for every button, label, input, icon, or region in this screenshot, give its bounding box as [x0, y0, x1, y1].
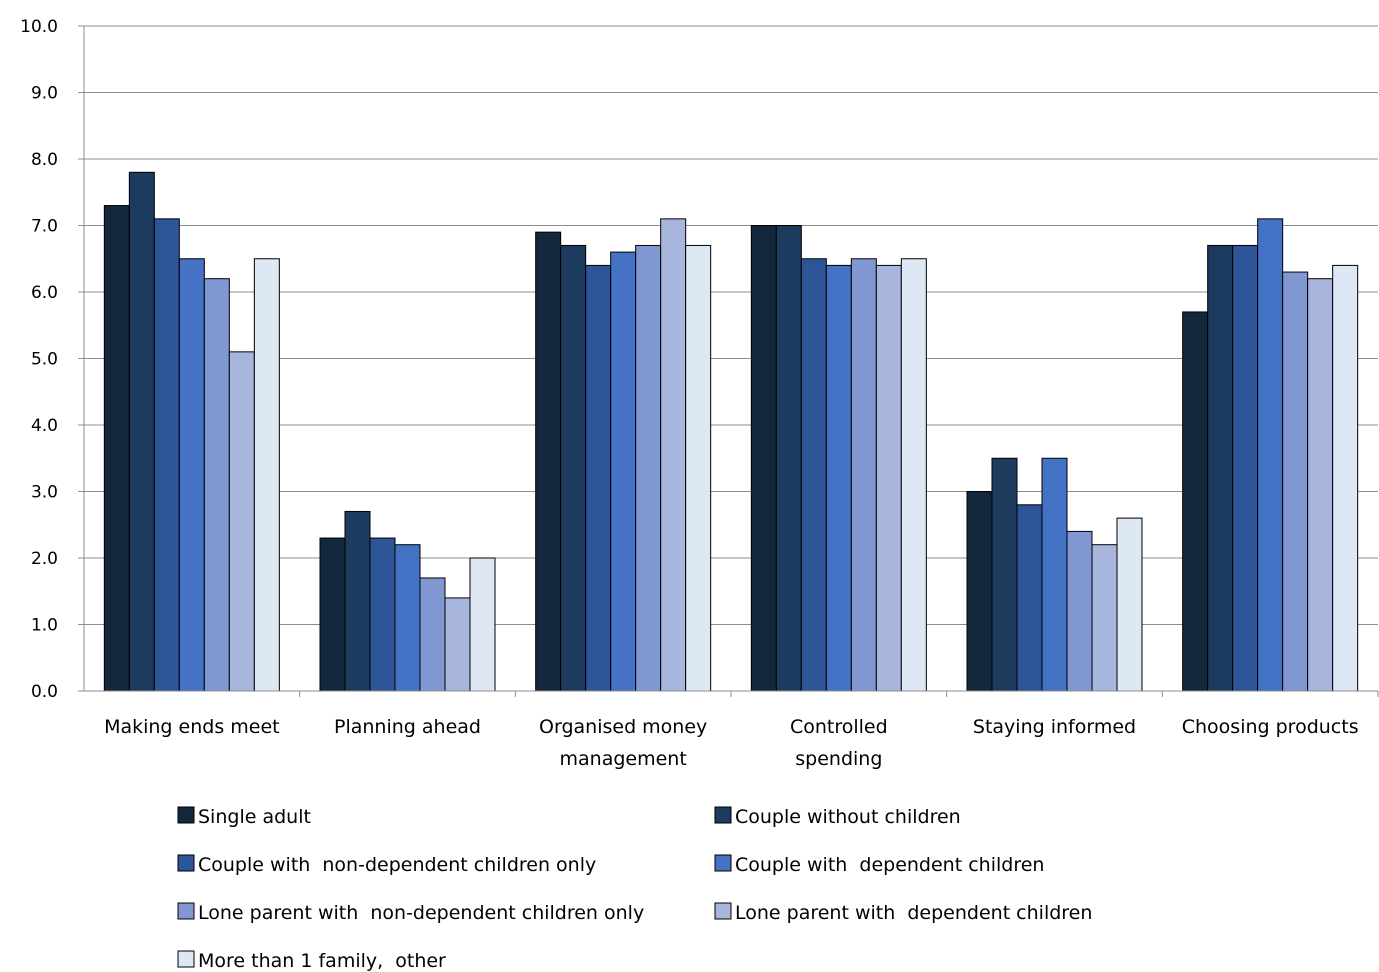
legend-label: Single adult — [198, 806, 311, 828]
bar-1-3 — [535, 231, 562, 692]
bar-3-6 — [1232, 244, 1259, 692]
bar-2-2 — [344, 510, 371, 692]
bar-6-6 — [1307, 278, 1334, 692]
bar-1-2 — [319, 537, 346, 692]
bar-5-4 — [850, 258, 877, 692]
legend-swatch — [177, 950, 195, 968]
bar-7-2 — [469, 557, 496, 692]
bar-7-3 — [685, 244, 712, 692]
bar-3-5 — [1016, 504, 1043, 692]
x-tick-label: Staying informed — [973, 716, 1136, 738]
bar-2-5 — [991, 457, 1018, 692]
bar-5-6 — [1282, 271, 1309, 692]
y-tick-label: 1.0 — [31, 616, 58, 636]
bar-7-5 — [1116, 517, 1143, 692]
bar-7-4 — [900, 258, 927, 692]
bar-3-4 — [800, 258, 827, 692]
bar-5-3 — [635, 244, 662, 692]
y-tick-label: 0.0 — [31, 682, 58, 702]
x-tick-label: Choosing products — [1182, 716, 1359, 738]
bar-1-1 — [103, 205, 130, 692]
gridlines — [84, 25, 1378, 625]
bar-5-1 — [203, 278, 230, 692]
x-tick-label: spending — [795, 748, 882, 770]
bar-1-6 — [1182, 311, 1209, 692]
legend: Single adult Couple without children Coupl… — [177, 806, 1092, 972]
legend-swatch — [177, 854, 195, 872]
x-tick-label: Organised money — [539, 716, 707, 738]
bar-4-1 — [178, 258, 205, 692]
y-tick-label: 3.0 — [31, 483, 58, 503]
bar-4-5 — [1041, 457, 1068, 692]
bars — [103, 171, 1359, 692]
bar-4-6 — [1257, 218, 1284, 692]
legend-label: Lone parent with dependent children — [735, 902, 1092, 924]
y-tick-label: 5.0 — [31, 350, 58, 370]
legend-swatch — [714, 854, 732, 872]
legend-swatch — [714, 806, 732, 824]
bar-4-3 — [610, 251, 637, 692]
y-tick-label: 8.0 — [31, 150, 58, 170]
legend-label: Couple without children — [735, 806, 961, 828]
bar-5-2 — [419, 577, 446, 692]
y-tick-label: 6.0 — [31, 283, 58, 303]
bar-4-2 — [394, 544, 421, 692]
bar-6-5 — [1091, 544, 1118, 692]
legend-label: More than 1 family, other — [198, 950, 446, 972]
x-tick-label: Planning ahead — [334, 716, 481, 738]
bar-3-2 — [369, 537, 396, 692]
x-tick-label: management — [560, 748, 687, 770]
legend-swatch — [714, 902, 732, 920]
bar-2-1 — [128, 171, 155, 692]
bar-7-1 — [253, 258, 280, 692]
bar-2-6 — [1207, 244, 1234, 692]
legend-swatch — [177, 902, 195, 920]
legend-label: Couple with dependent children — [735, 854, 1044, 876]
legend-label: Lone parent with non-dependent children … — [198, 902, 644, 924]
bar-6-3 — [660, 218, 687, 692]
bar-4-4 — [825, 264, 852, 692]
bar-7-6 — [1332, 264, 1359, 692]
y-tick-label: 2.0 — [31, 549, 58, 569]
bar-3-3 — [585, 264, 612, 692]
legend-label: Couple with non-dependent children only — [198, 854, 596, 876]
bar-1-4 — [750, 225, 777, 692]
x-tick-label: Making ends meet — [104, 716, 280, 738]
bar-5-5 — [1066, 530, 1093, 692]
y-tick-label: 7.0 — [31, 217, 58, 237]
y-tick-label: 9.0 — [31, 84, 58, 104]
axes: 0.0 1.0 2.0 3.0 4.0 5.0 6.0 7.0 8.0 9.0 10.0 Making… — [20, 17, 1379, 770]
bar-2-3 — [560, 244, 587, 692]
y-tick-label: 4.0 — [31, 416, 58, 436]
bar-6-4 — [875, 264, 902, 692]
bar-6-1 — [228, 351, 255, 692]
bar-3-1 — [153, 218, 180, 692]
bar-6-2 — [444, 597, 471, 692]
bar-2-4 — [775, 225, 802, 692]
x-tick-label: Controlled — [790, 716, 888, 738]
legend-swatch — [177, 806, 195, 824]
bar-1-5 — [966, 491, 993, 692]
y-tick-label: 10.0 — [20, 17, 58, 37]
